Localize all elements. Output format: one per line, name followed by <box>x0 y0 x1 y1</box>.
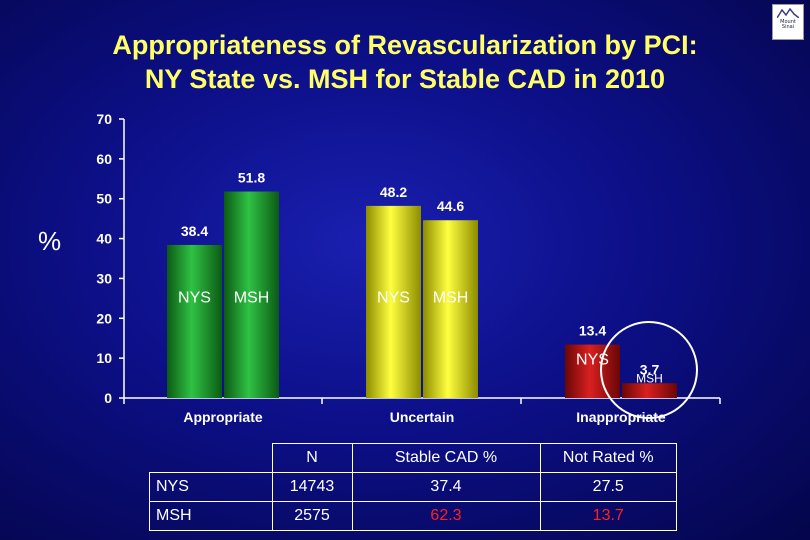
table-header-blank <box>149 443 273 473</box>
data-label: 38.4 <box>181 223 208 239</box>
summary-table: N Stable CAD % Not Rated % NYS 14743 37.… <box>149 443 677 531</box>
logo-text: Mount Sinai <box>780 19 796 30</box>
table-cell-stable: 62.3 <box>351 501 541 531</box>
x-category-label: Inappropriate <box>576 409 666 425</box>
series-label: MSH <box>433 289 469 306</box>
table-cell-stable: 37.4 <box>351 472 541 502</box>
table-row: MSH 2575 62.3 13.7 <box>149 501 677 531</box>
y-tick-label: 30 <box>96 270 112 286</box>
data-label: 48.2 <box>380 184 407 200</box>
y-tick-label: 20 <box>96 310 112 326</box>
table-cell-not-rated: 27.5 <box>539 472 677 502</box>
table-cell-n: 14743 <box>271 472 353 502</box>
highlight-circle <box>600 321 698 419</box>
bar-msh-uncertain <box>423 220 478 398</box>
title-line-1: Appropriateness of Revascularization by … <box>112 30 698 60</box>
page-title: Appropriateness of Revascularization by … <box>0 28 810 96</box>
bar-msh-inappropriate <box>622 383 677 398</box>
table-cell-not-rated: 13.7 <box>539 501 677 531</box>
table-header-n: N <box>271 443 353 473</box>
table-header-row: N Stable CAD % Not Rated % <box>149 443 677 473</box>
bar-nys-inappropriate <box>565 344 620 398</box>
title-line-2: NY State vs. MSH for Stable CAD in 2010 <box>144 64 666 94</box>
x-category-label: Appropriate <box>183 409 263 425</box>
y-tick-label: 70 <box>96 111 112 127</box>
bar-nys-uncertain <box>366 205 421 398</box>
series-label: MSH <box>636 371 663 385</box>
table-header-stable-cad: Stable CAD % <box>351 443 541 473</box>
data-label: 13.4 <box>579 323 606 339</box>
table-header-not-rated: Not Rated % <box>539 443 677 473</box>
data-label: 51.8 <box>238 170 265 186</box>
y-tick-label: 50 <box>96 191 112 207</box>
table-row-label: NYS <box>149 472 273 502</box>
bar-chart: 0 10 20 30 40 50 60 70 38.4 NYS 51.8 MSH Appropriate… <box>96 111 698 425</box>
bar-msh-appropriate <box>224 191 279 398</box>
y-axis-percent-symbol: % <box>38 226 62 256</box>
mount-sinai-logo: Mount Sinai <box>772 4 804 40</box>
x-category-label: Uncertain <box>390 409 455 425</box>
bar-nys-appropriate <box>167 244 222 398</box>
y-tick-label: 0 <box>104 390 112 406</box>
table-cell-n: 2575 <box>271 501 353 531</box>
series-label: NYS <box>178 289 211 306</box>
logo-mark-icon <box>777 8 799 18</box>
data-label: 3.7 <box>640 361 660 377</box>
table-row: NYS 14743 37.4 27.5 <box>149 472 677 502</box>
y-tick-label: 60 <box>96 151 112 167</box>
series-label: NYS <box>377 289 410 306</box>
data-label: 44.6 <box>437 198 464 214</box>
table-row-label: MSH <box>149 501 273 531</box>
series-label: MSH <box>234 289 270 306</box>
y-tick-label: 40 <box>96 231 112 247</box>
y-tick-label: 10 <box>96 350 112 366</box>
